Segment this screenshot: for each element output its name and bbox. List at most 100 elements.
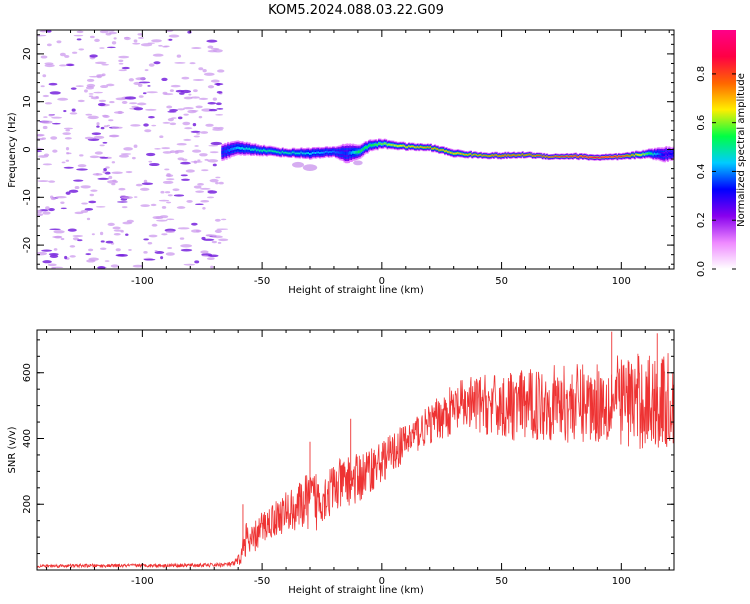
noise-speckle <box>76 30 84 34</box>
noise-speckle <box>188 93 192 96</box>
noise-speckle <box>154 251 165 254</box>
ridge-segment <box>441 149 444 151</box>
noise-speckle <box>144 129 152 133</box>
figure-title: KOM5.2024.088.03.22.G09 <box>268 3 444 18</box>
noise-speckles <box>37 30 229 269</box>
noise-speckle <box>180 161 191 165</box>
noise-speckle <box>71 108 76 112</box>
ridge-segment <box>242 147 245 151</box>
noise-speckle <box>121 100 128 104</box>
noise-speckle <box>152 53 164 57</box>
noise-speckle <box>125 233 129 236</box>
ridge-segment <box>393 144 396 147</box>
noise-speckle <box>110 264 119 268</box>
noise-speckle <box>45 206 50 210</box>
ridge-segment <box>543 155 546 157</box>
ridge-segment <box>448 151 451 153</box>
noise-speckle <box>73 34 84 37</box>
ridge-segment <box>459 152 462 155</box>
ridge-segment <box>571 156 575 158</box>
noise-speckle <box>137 33 143 36</box>
noise-speckle <box>88 248 94 252</box>
noise-speckle <box>183 263 196 266</box>
ridge-segment <box>497 155 500 157</box>
noise-speckle <box>40 55 48 59</box>
ridge-segment <box>228 149 231 152</box>
spectrogram-x-tick-label: 50 <box>495 276 508 287</box>
noise-speckle <box>187 30 192 34</box>
ridge-segment <box>383 142 386 145</box>
ridge-segment <box>270 149 273 152</box>
ridge-segment <box>303 152 306 155</box>
ridge-segment <box>241 146 244 150</box>
noise-speckle <box>143 179 148 184</box>
ridge-segment <box>382 143 385 145</box>
noise-speckle <box>76 38 82 41</box>
noise-speckle <box>196 132 201 135</box>
ridge-segment <box>412 145 415 148</box>
noise-speckle <box>130 124 141 127</box>
noise-speckle <box>44 102 53 105</box>
ridge-segment <box>526 154 529 156</box>
ridge-segment <box>408 145 411 147</box>
noise-speckle <box>118 59 124 63</box>
noise-speckle <box>221 218 227 221</box>
noise-speckle <box>218 238 229 242</box>
ridge-segment <box>405 146 408 148</box>
ridge-segment <box>546 155 549 157</box>
noise-speckle <box>118 187 126 191</box>
ridge-segment <box>446 151 450 153</box>
noise-speckle <box>133 196 138 198</box>
noise-speckle <box>106 83 115 87</box>
noise-speckle <box>48 252 59 256</box>
noise-speckle <box>74 185 80 190</box>
noise-speckle <box>101 114 109 117</box>
noise-speckle <box>214 83 224 86</box>
noise-speckle <box>90 189 98 192</box>
noise-speckle <box>72 179 84 182</box>
ridge-segment <box>589 156 592 158</box>
noise-speckle <box>140 43 153 47</box>
noise-speckle <box>123 147 133 151</box>
noise-speckle <box>69 112 78 115</box>
noise-speckle <box>60 201 65 204</box>
ridge-segment <box>482 154 485 157</box>
colorbar-gradient <box>712 30 736 269</box>
noise-speckle <box>174 149 185 153</box>
ridge-segment <box>418 146 421 149</box>
ridge-segment <box>370 144 373 147</box>
noise-speckle <box>49 228 61 231</box>
noise-speckle <box>105 240 114 244</box>
noise-speckle <box>166 218 175 221</box>
noise-speckle <box>61 161 66 164</box>
ridge-segment <box>652 153 655 156</box>
snr-y-tick-label: 600 <box>22 363 33 382</box>
ridge-segment <box>367 144 370 147</box>
noise-speckle <box>48 207 55 212</box>
ridge-segment <box>277 151 280 153</box>
noise-speckle <box>89 155 100 159</box>
ridge-segment <box>435 148 438 150</box>
ridge-segment <box>553 156 556 158</box>
noise-speckle <box>199 153 208 157</box>
noise-speckle <box>159 135 164 139</box>
noise-speckle <box>105 32 112 36</box>
noise-speckle <box>209 151 219 154</box>
noise-speckle <box>37 209 43 214</box>
noise-speckle <box>176 54 182 58</box>
noise-speckle <box>51 116 63 119</box>
ridge-segment <box>507 154 510 156</box>
noise-speckle <box>111 183 116 186</box>
noise-speckle <box>107 222 115 226</box>
ridge-segment <box>630 154 633 156</box>
noise-speckle <box>50 136 58 140</box>
ridge-segment <box>475 154 478 156</box>
ridge-segment <box>484 154 487 157</box>
noise-speckle <box>151 124 157 127</box>
noise-speckle <box>170 84 181 88</box>
ridge-segment <box>337 151 340 154</box>
ridge-segment <box>491 154 494 156</box>
ridge-segment <box>665 152 668 155</box>
ridge-segment <box>513 154 516 156</box>
